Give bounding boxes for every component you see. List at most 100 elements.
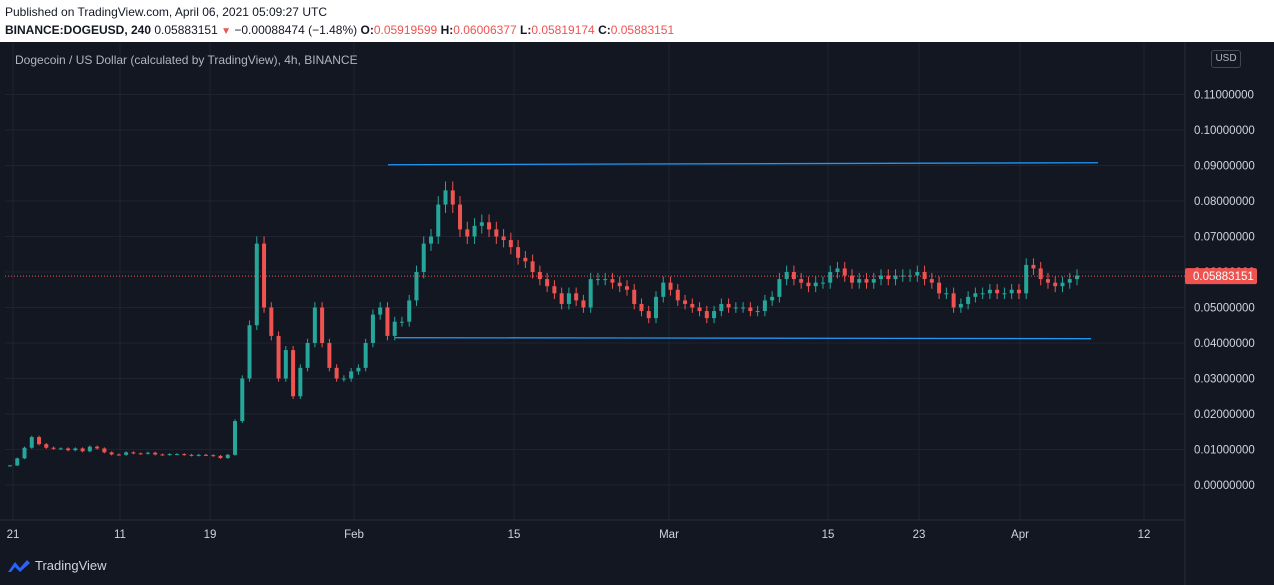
candle-body	[995, 289, 1000, 294]
candle-body	[944, 293, 949, 295]
candle-body	[276, 335, 281, 379]
candle-body	[893, 275, 898, 280]
candle-body	[835, 268, 840, 272]
candle-body	[399, 321, 404, 323]
candle-body	[690, 303, 695, 308]
candle-body	[1038, 268, 1043, 280]
candle-body	[131, 452, 136, 454]
candle-body	[813, 282, 818, 287]
candle-body	[487, 222, 492, 230]
candle-body	[196, 454, 201, 456]
candle-body	[712, 311, 717, 319]
candle-body	[791, 272, 796, 280]
time-axis: 21 11 19 Feb 15 Mar 15 23 Apr 12	[0, 519, 1185, 541]
candle-body	[1067, 279, 1072, 283]
candle-body	[697, 307, 702, 312]
candle-body	[675, 289, 680, 301]
candle-body	[639, 303, 644, 312]
y-tick-label: 0.05000000	[1194, 303, 1255, 315]
candle-body	[421, 243, 426, 272]
candle-body	[646, 311, 651, 319]
candle-body	[233, 421, 238, 455]
grid	[5, 42, 1185, 520]
y-tick-label: 0.09000000	[1194, 161, 1255, 173]
candle-body	[124, 452, 129, 455]
candle-body	[806, 282, 811, 287]
candle-body	[465, 229, 470, 237]
y-tick-label: 0.11000000	[1194, 90, 1254, 102]
trendlines	[387, 162, 1099, 340]
candle-body	[654, 296, 659, 319]
candle-body	[770, 296, 775, 301]
candle-body	[160, 454, 165, 456]
candle-body	[458, 204, 463, 230]
brand-name: TradingView	[35, 558, 107, 573]
price-axis: 0.00000000 0.01000000 0.02000000 0.03000000…	[1184, 42, 1255, 585]
low-label: L:	[520, 23, 532, 37]
x-tick-label: Mar	[659, 529, 679, 541]
candle-body	[102, 448, 107, 453]
currency-button[interactable]: USD	[1211, 50, 1241, 68]
price-chart[interactable]: 0.00000000 0.01000000 0.02000000 0.03000000…	[0, 42, 1274, 585]
candle-body	[748, 307, 753, 312]
candle-body	[857, 279, 862, 283]
candle-body	[247, 325, 252, 379]
candle-body	[174, 454, 179, 456]
candle-body	[15, 458, 20, 466]
x-tick-label: 19	[204, 529, 217, 541]
chart-area[interactable]	[0, 42, 1274, 585]
candle-body	[755, 311, 760, 313]
candle-body	[334, 367, 339, 379]
candle-body	[312, 307, 317, 343]
candle-body	[683, 300, 688, 304]
candle-body	[494, 229, 499, 237]
candle-body	[145, 452, 150, 454]
candle-body	[1075, 275, 1079, 280]
candle-body	[537, 272, 542, 280]
x-tick-label: 15	[822, 529, 835, 541]
candle-body	[356, 367, 361, 372]
candle-body	[937, 282, 942, 294]
candle-body	[973, 293, 978, 297]
candle-body	[116, 454, 121, 456]
candle-body	[66, 448, 71, 451]
candle-body	[269, 307, 274, 336]
x-tick-label: Apr	[1011, 529, 1029, 541]
candle-body	[1009, 289, 1014, 294]
candle-body	[799, 279, 804, 283]
candle-body	[58, 448, 63, 450]
candle-body	[1060, 282, 1065, 287]
open-label: O:	[360, 23, 374, 37]
candle-body	[436, 204, 441, 237]
x-tick-label: 23	[913, 529, 926, 541]
x-tick-label: 11	[114, 529, 126, 541]
candle-body	[22, 447, 27, 459]
candle-body	[704, 311, 709, 319]
candle-body	[203, 454, 208, 456]
candle-body	[545, 279, 550, 287]
x-tick-label: Feb	[344, 529, 364, 541]
published-info: Published on TradingView.com, April 06, …	[5, 5, 327, 19]
candle-body	[842, 268, 847, 276]
candle-body	[661, 282, 666, 297]
candle-body	[1045, 279, 1050, 283]
candle-body	[784, 272, 789, 280]
candle-body	[632, 289, 637, 304]
candle-body	[189, 454, 194, 456]
candle-body	[922, 272, 927, 280]
candle-body	[443, 190, 448, 205]
candle-body	[138, 453, 143, 455]
current-price-tag-bg	[1185, 268, 1257, 285]
candle-body	[305, 343, 310, 368]
candle-body	[8, 465, 12, 467]
candle-body	[320, 307, 325, 343]
candle-body	[530, 261, 535, 272]
resistance-line	[387, 162, 1099, 166]
candle-body	[44, 444, 49, 448]
candle-body	[109, 452, 114, 455]
current-price-tag-label: 0.05883151	[1193, 271, 1254, 283]
tradingview-logo-icon	[8, 559, 30, 572]
tradingview-logo[interactable]: TradingView	[7, 558, 107, 573]
publish-header: Published on TradingView.com, April 06, …	[0, 0, 1274, 42]
y-tick-label: 0.07000000	[1194, 232, 1255, 244]
